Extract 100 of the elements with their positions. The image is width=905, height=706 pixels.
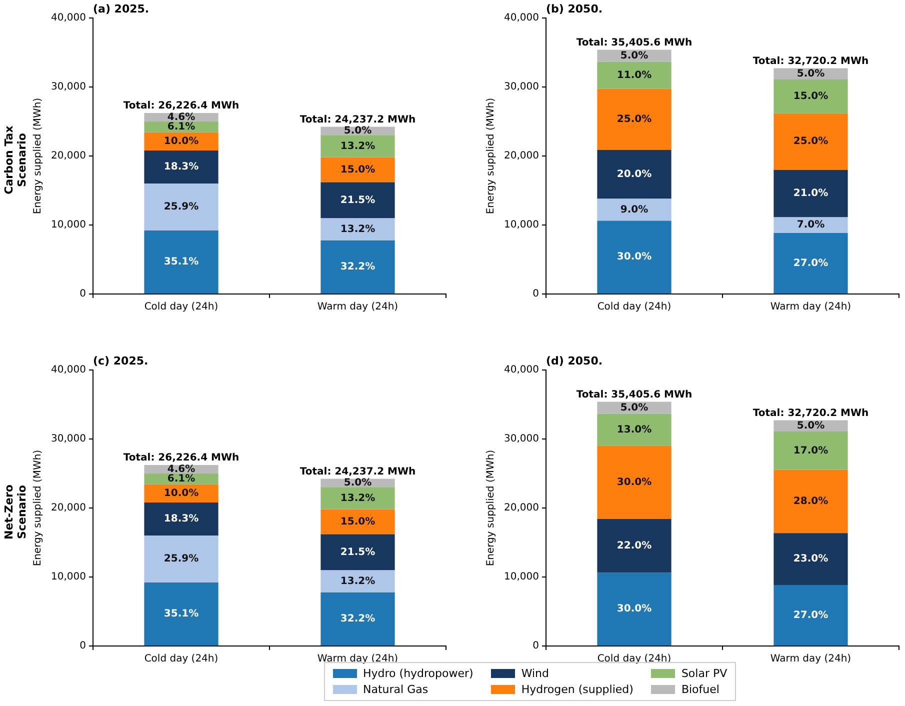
- total-label: Total: 32,720.2 MWh: [752, 408, 869, 419]
- x-tick-label: Cold day (24h): [144, 302, 218, 313]
- annotation: 6.1%: [167, 473, 196, 484]
- bar: [320, 240, 395, 294]
- annotation: 13.2%: [340, 140, 376, 152]
- text: Net-Zero Scenario: [2, 484, 28, 540]
- total-label: Total: 24,237.2 MWh: [300, 114, 416, 126]
- annotation: 22.0%: [616, 540, 652, 552]
- annotation: 25.0%: [616, 114, 652, 125]
- annotation: 15.0%: [340, 164, 376, 176]
- annotation: 10.0%: [164, 488, 199, 500]
- annotation: 5.0%: [344, 478, 372, 489]
- bar: [144, 502, 218, 536]
- x-tick-label: Warm day (24h): [317, 654, 398, 665]
- bar: [597, 62, 672, 89]
- bar: [774, 217, 848, 234]
- annotation: 32.2%: [340, 614, 376, 624]
- legend-label: Solar PV: [680, 667, 728, 680]
- total-label: Total: 26,226.4 MWh: [123, 452, 240, 464]
- y-tick-label: 20,000: [504, 502, 539, 514]
- legend-label: Wind: [520, 667, 550, 680]
- y-tick-label: 20,000: [50, 502, 86, 514]
- total-label: Total: 35,405.6 MWh: [576, 37, 692, 48]
- annotation: 20.0%: [616, 168, 652, 180]
- bar: [320, 135, 395, 158]
- y-tick-label: 30,000: [50, 82, 86, 93]
- x-tick-label: Warm day (24h): [317, 302, 398, 313]
- text: Carbon Tax Scenario: [2, 126, 28, 194]
- total-label: Total: 35,405.6 MWh: [576, 389, 692, 400]
- bar: [320, 534, 395, 570]
- annotation: 27.0%: [793, 610, 828, 621]
- y-tick-label: 40,000: [504, 364, 539, 376]
- annotation: 32.2%: [340, 262, 376, 272]
- bar: [144, 184, 218, 230]
- annotation: 13.2%: [340, 224, 376, 235]
- annotation: 25.0%: [793, 136, 828, 148]
- y-tick-label: 10,000: [504, 572, 539, 583]
- chart-title: (b) 2050.: [546, 2, 603, 16]
- chart-title: (c) 2025.: [92, 354, 148, 368]
- annotation: 18.3%: [164, 514, 199, 525]
- y-axis-title: Energy supplied (MWh): [32, 98, 44, 214]
- annotation: 10.0%: [164, 136, 199, 148]
- annotation: 5.0%: [344, 126, 372, 137]
- annotation: 5.0%: [796, 420, 825, 432]
- annotation: 11.0%: [616, 70, 652, 81]
- bar: [320, 509, 395, 534]
- annotation: 15.0%: [340, 516, 376, 528]
- x-tick-label: Warm day (24h): [770, 654, 852, 665]
- bar: [774, 113, 848, 170]
- annotation: 7.0%: [796, 220, 825, 231]
- bar: [597, 572, 672, 646]
- bar: [774, 80, 848, 114]
- y-tick-label: 10,000: [504, 220, 539, 231]
- bar: [774, 432, 848, 470]
- y-axis-title: Energy supplied (MWh): [486, 98, 497, 214]
- annotation: 18.3%: [164, 162, 199, 173]
- bar: [774, 585, 848, 646]
- annotation: 35.1%: [164, 256, 199, 268]
- bar: [774, 533, 848, 586]
- bar: [597, 150, 672, 199]
- bar: [144, 150, 218, 184]
- y-tick-label: 20,000: [50, 150, 86, 162]
- annotation: 30.0%: [616, 604, 652, 615]
- x-tick-label: Warm day (24h): [770, 302, 852, 313]
- y-tick-label: 0: [532, 288, 539, 300]
- chart-title: (a) 2025.: [92, 2, 150, 16]
- annotation: 13.2%: [340, 576, 376, 587]
- annotation: 35.1%: [164, 608, 199, 620]
- y-tick-label: 20,000: [504, 150, 539, 162]
- annotation: 21.5%: [340, 546, 376, 558]
- y-tick-label: 30,000: [504, 82, 539, 93]
- annotation: 5.0%: [620, 50, 648, 62]
- y-tick-label: 40,000: [50, 364, 86, 376]
- annotation: 13.2%: [340, 492, 376, 504]
- legend-label: Biofuel: [680, 683, 720, 696]
- bar: [144, 536, 218, 582]
- total-label: Total: 24,237.2 MWh: [300, 466, 416, 478]
- annotation: 4.6%: [167, 112, 196, 123]
- y-tick-label: 10,000: [50, 572, 86, 583]
- y-tick-label: 0: [80, 640, 86, 652]
- bar: [597, 414, 672, 446]
- y-tick-label: 0: [532, 640, 539, 652]
- bar: [320, 487, 395, 510]
- bar: [144, 230, 218, 294]
- bar: [320, 157, 395, 182]
- annotation: 21.5%: [340, 194, 376, 206]
- bar: [597, 446, 672, 519]
- annotation: 27.0%: [793, 258, 828, 269]
- y-tick-label: 30,000: [504, 434, 539, 445]
- y-tick-label: 0: [80, 288, 86, 300]
- annotation: 13.0%: [616, 424, 652, 436]
- annotation: 6.1%: [167, 121, 196, 132]
- x-tick-label: Cold day (24h): [144, 654, 218, 665]
- bar: [774, 470, 848, 534]
- y-tick-label: 40,000: [504, 12, 539, 24]
- x-tick-label: Cold day (24h): [597, 302, 672, 313]
- annotation: 4.6%: [167, 464, 196, 475]
- total-label: Total: 26,226.4 MWh: [123, 100, 240, 112]
- annotation: 21.0%: [793, 188, 828, 200]
- annotation: 25.9%: [164, 202, 199, 213]
